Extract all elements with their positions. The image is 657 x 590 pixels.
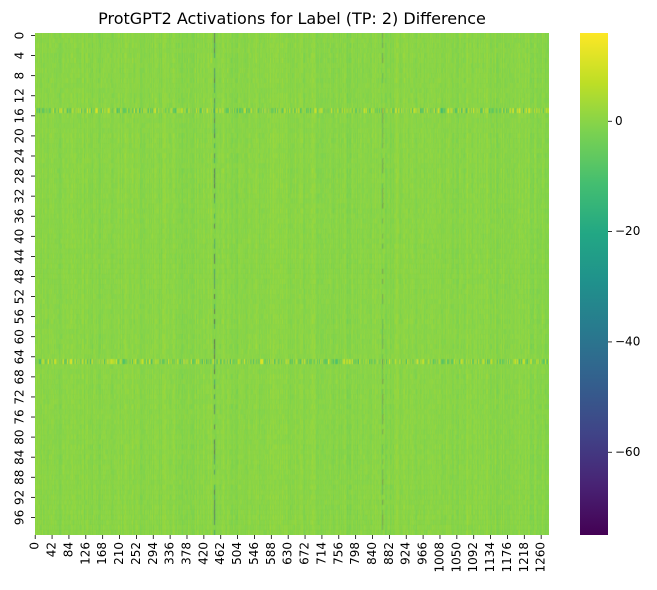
colorbar-gradient xyxy=(580,33,608,535)
y-tick-label: 32 xyxy=(13,189,27,204)
x-tick-label: 210 xyxy=(112,542,126,565)
x-tick-label: 1218 xyxy=(517,542,531,573)
y-tick-label: 68 xyxy=(13,369,27,384)
x-tick-label: 84 xyxy=(61,542,75,557)
y-tick-label: 8 xyxy=(13,72,27,80)
x-axis: 0 42 84 126 168 210 252 294 336 378 420 462 504 546 58… xyxy=(28,535,548,573)
x-tick-label: 1008 xyxy=(432,542,446,573)
y-tick-label: 12 xyxy=(13,88,27,103)
y-tick-label: 28 xyxy=(13,168,27,183)
x-tick-label: 588 xyxy=(264,542,278,565)
heatmap-cells xyxy=(35,33,549,535)
x-tick-label: 966 xyxy=(416,542,430,565)
x-tick-label: 420 xyxy=(196,542,210,565)
colorbar: 0 −20 −40 −60 xyxy=(580,33,640,535)
y-tick-label: 56 xyxy=(13,309,27,324)
heatmap-plot-area xyxy=(35,33,549,535)
y-tick-label: 84 xyxy=(13,450,27,465)
x-tick-label: 924 xyxy=(399,542,413,565)
y-tick-label: 0 xyxy=(13,32,27,40)
y-tick-label: 48 xyxy=(13,269,27,284)
x-tick-label: 0 xyxy=(28,542,42,550)
y-tick-label: 92 xyxy=(13,490,27,505)
y-tick-label: 36 xyxy=(13,209,27,224)
x-tick-label: 294 xyxy=(146,542,160,565)
x-tick-label: 630 xyxy=(281,542,295,565)
x-tick-label: 1176 xyxy=(500,542,514,573)
x-tick-label: 882 xyxy=(382,542,396,565)
colorbar-tick-label: −40 xyxy=(615,334,640,348)
y-tick-label: 44 xyxy=(13,249,27,264)
x-tick-label: 126 xyxy=(78,542,92,565)
y-axis: 0481216202428323640444852566064687276808… xyxy=(13,32,35,525)
y-tick-label: 64 xyxy=(13,349,27,364)
y-tick-label: 72 xyxy=(13,389,27,404)
x-tick-label: 756 xyxy=(331,542,345,565)
x-tick-label: 546 xyxy=(247,542,261,565)
x-tick-label: 168 xyxy=(95,542,109,565)
y-tick-label: 88 xyxy=(13,470,27,485)
chart-title: ProtGPT2 Activations for Label (TP: 2) D… xyxy=(98,9,486,28)
x-tick-label: 672 xyxy=(298,542,312,565)
x-tick-label: 378 xyxy=(179,542,193,565)
x-tick-label: 1134 xyxy=(483,542,497,573)
x-tick-label: 1260 xyxy=(534,542,548,573)
x-tick-label: 1050 xyxy=(449,542,463,573)
y-tick-label: 52 xyxy=(13,289,27,304)
y-tick-label: 40 xyxy=(13,229,27,244)
y-tick-label: 96 xyxy=(13,510,27,525)
x-tick-label: 504 xyxy=(230,542,244,565)
y-tick-label: 4 xyxy=(13,52,27,60)
x-tick-label: 1092 xyxy=(466,542,480,573)
x-tick-label: 252 xyxy=(129,542,143,565)
x-tick-label: 840 xyxy=(365,542,379,565)
x-tick-label: 714 xyxy=(314,542,328,565)
x-tick-label: 336 xyxy=(163,542,177,565)
x-tick-label: 462 xyxy=(213,542,227,565)
colorbar-tick-label: −20 xyxy=(615,224,640,238)
y-tick-label: 24 xyxy=(13,148,27,163)
y-tick-label: 76 xyxy=(13,409,27,424)
x-tick-label: 798 xyxy=(348,542,362,565)
x-tick-label: 42 xyxy=(45,542,59,557)
colorbar-tick-label: −60 xyxy=(615,445,640,459)
y-tick-label: 20 xyxy=(13,128,27,143)
y-tick-label: 60 xyxy=(13,329,27,344)
y-tick-label: 16 xyxy=(13,108,27,123)
y-tick-label: 80 xyxy=(13,429,27,444)
colorbar-tick-label: 0 xyxy=(615,114,623,128)
